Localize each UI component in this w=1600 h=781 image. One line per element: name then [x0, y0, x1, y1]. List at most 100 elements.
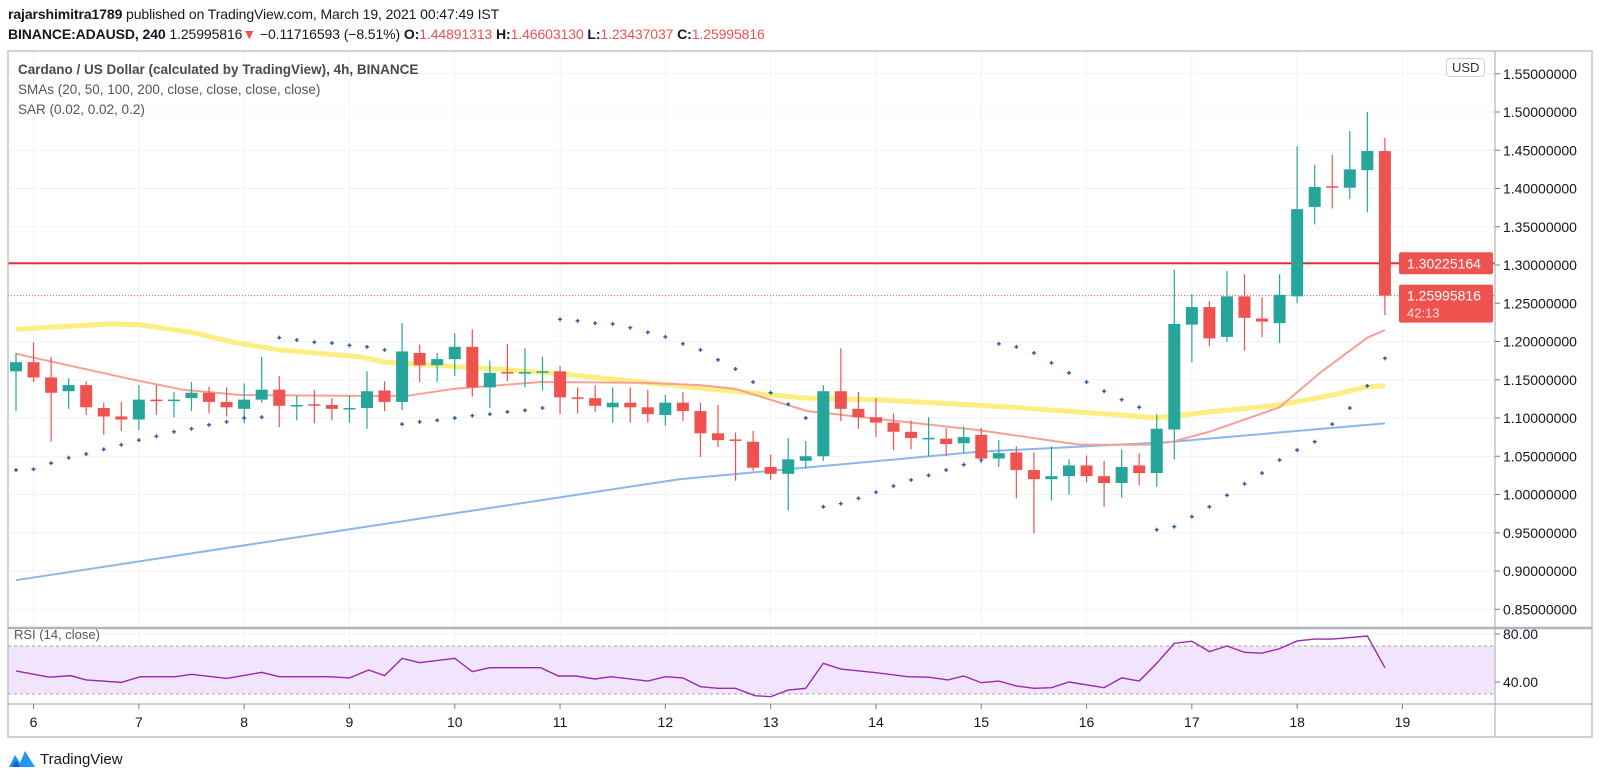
candle [1291, 146, 1304, 304]
down-arrow-icon: ▼ [242, 26, 257, 42]
candle-body [448, 346, 461, 360]
candle [1273, 274, 1286, 344]
price-tick-label: 0.90000000 [1503, 563, 1577, 579]
candle-body [589, 398, 602, 406]
candle [1256, 297, 1269, 337]
candle [659, 395, 672, 426]
candle [185, 382, 198, 412]
candle [255, 356, 268, 403]
candle-body [1256, 318, 1269, 322]
candle-body [132, 399, 145, 420]
candle [1027, 452, 1040, 534]
candle [817, 385, 830, 461]
candle [1308, 164, 1321, 225]
candle [501, 343, 514, 382]
sar-dot [1067, 370, 1071, 375]
candle [1343, 131, 1356, 200]
candle-body [747, 441, 760, 468]
sma50-line [15, 321, 1386, 421]
candle-body [413, 352, 426, 366]
candle [290, 395, 303, 421]
sar-dot [909, 477, 914, 482]
sar-dot [628, 325, 633, 330]
sar-dot [979, 458, 984, 463]
candle-body [80, 385, 93, 408]
sar-dot [1224, 493, 1229, 498]
candle [1238, 274, 1251, 351]
candle [992, 440, 1005, 467]
sar-dot [610, 321, 615, 326]
sar-dot [768, 390, 773, 395]
candle [1080, 455, 1093, 483]
sar-dot [1014, 344, 1019, 349]
candle [799, 440, 812, 469]
candle [1361, 112, 1374, 213]
bar-countdown: 42:13 [1407, 306, 1440, 321]
rsi-tick-label: 80.00 [1503, 626, 1538, 642]
publish-info: rajarshimitra1789 published on TradingVi… [8, 6, 499, 22]
sar-dot [680, 341, 685, 346]
candle-body [694, 411, 707, 434]
candle-body [343, 408, 356, 410]
candle-body [220, 401, 233, 408]
price-tick-label: 1.55000000 [1503, 66, 1577, 82]
candle-body [308, 404, 321, 406]
legend-smas[interactable]: SMAs (20, 50, 100, 200, close, close, cl… [18, 82, 321, 97]
candle-body [1291, 209, 1304, 297]
sar-dot [891, 484, 896, 489]
legend-sar[interactable]: SAR (0.02, 0.02, 0.2) [18, 102, 145, 117]
close-value: 1.25995816 [691, 26, 765, 42]
candle-body [940, 438, 953, 445]
candle-body [869, 417, 882, 423]
candle-body [782, 459, 795, 474]
candle [220, 387, 233, 417]
rsi-legend[interactable]: RSI (14, close) [14, 627, 100, 642]
candle-body [1378, 151, 1391, 296]
candle-body [203, 392, 216, 402]
candle [273, 375, 286, 428]
candle [1098, 460, 1111, 507]
candle-body [501, 372, 514, 374]
price-tick-label: 1.10000000 [1503, 410, 1577, 426]
sar-dot [575, 318, 580, 323]
sar-dot [487, 412, 492, 417]
sar-dot [558, 317, 563, 322]
candle-body [975, 434, 988, 459]
sar-dot [66, 455, 71, 460]
candle [115, 401, 128, 432]
time-tick-label: 14 [868, 714, 884, 730]
candle [589, 385, 602, 412]
sar-dot [838, 501, 843, 506]
candle [694, 402, 707, 458]
price-axis[interactable]: 1.55000000 1.50000000 1.45000000 1.40000000… [1399, 66, 1577, 690]
candle-body [27, 362, 40, 378]
sar-dot [944, 468, 949, 473]
sar-dot [259, 415, 264, 420]
sar-dot [698, 347, 703, 352]
candle-body [834, 391, 847, 409]
candle [536, 356, 549, 391]
candle-body [378, 390, 391, 402]
sar-dot [400, 422, 405, 427]
sar-dot [277, 335, 282, 340]
candle-body [905, 431, 918, 438]
candle [782, 437, 795, 511]
price-tick-label: 1.20000000 [1503, 334, 1577, 350]
time-axis[interactable]: 6 7 8 9 10 11 12 13 14 15 16 17 18 19 [30, 704, 1411, 730]
sar-dot [452, 416, 457, 420]
tradingview-logo[interactable]: TradingView [8, 749, 123, 769]
currency-badge[interactable]: USD [1446, 58, 1486, 77]
symbol-info: BINANCE:ADAUSD, 240 1.25995816▼ −0.11716… [8, 26, 765, 42]
candle [676, 391, 689, 422]
price-tick-label: 1.05000000 [1503, 448, 1577, 464]
candle [606, 387, 619, 423]
author-name[interactable]: rajarshimitra1789 [8, 6, 123, 22]
candle-body [45, 377, 58, 393]
candle-body [659, 402, 672, 415]
symbol-name: BINANCE:ADAUSD, 240 [8, 26, 166, 42]
brand-name: TradingView [40, 750, 123, 768]
candle-body [1220, 296, 1233, 337]
candle-body [115, 416, 128, 420]
sar-dot [873, 490, 878, 495]
